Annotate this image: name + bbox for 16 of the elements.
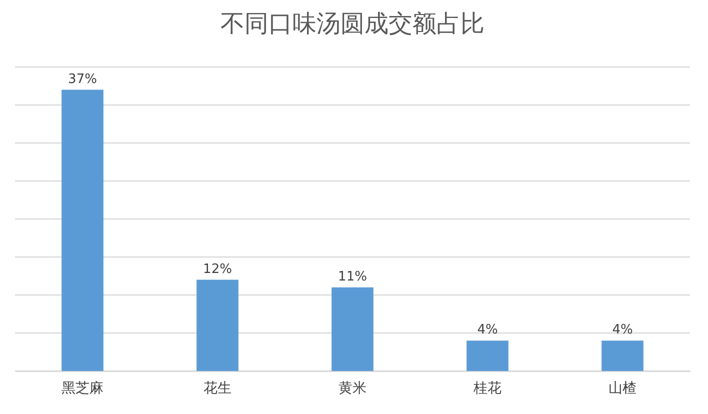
data-label: 37%: [68, 72, 97, 87]
bar: [602, 340, 644, 371]
bar: [62, 90, 104, 371]
data-label: 11%: [338, 269, 367, 284]
data-label: 4%: [612, 322, 633, 338]
x-tick-label: 黄米: [338, 380, 366, 396]
data-label: 12%: [203, 262, 232, 277]
bar: [332, 287, 374, 371]
x-tick-label: 山楂: [608, 380, 636, 396]
bar: [466, 340, 508, 371]
x-tick-label: 黑芝麻: [62, 380, 104, 396]
x-tick-label: 花生: [204, 380, 232, 396]
chart-title: 不同口味汤圆成交额占比: [220, 9, 484, 38]
bar: [196, 280, 238, 371]
x-tick-label: 桂花: [472, 380, 502, 396]
data-label: 4%: [477, 322, 498, 338]
